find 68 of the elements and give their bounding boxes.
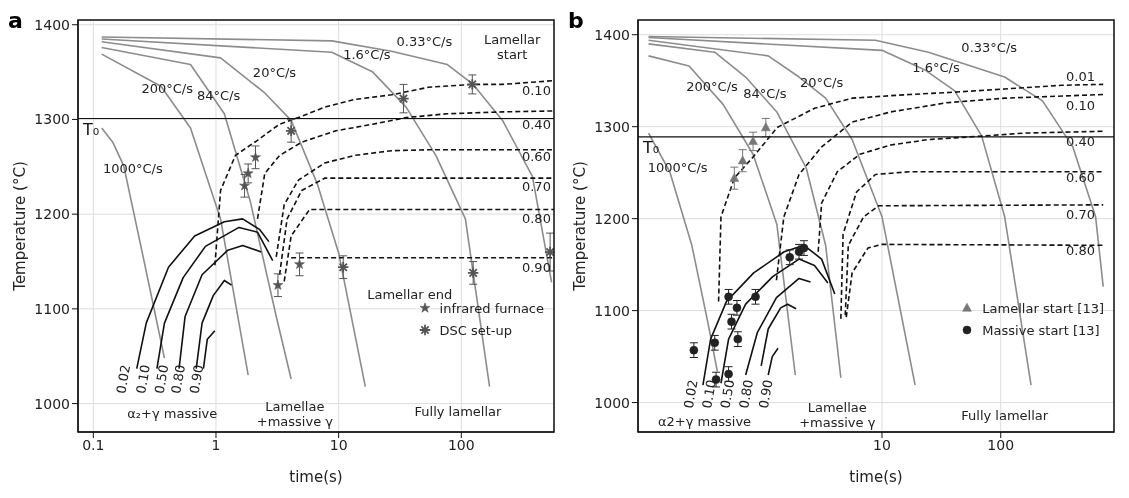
annotation: 1000°C/s [102,161,163,177]
annotation: 0.60 [521,149,551,165]
x-tick-label: 100 [987,436,1015,453]
annotation: Lamellar start [483,31,542,62]
y-axis-title: Temperature (°C) [571,161,590,292]
y-tick-label: 1400 [34,16,70,33]
annotation: 0.02 [113,363,134,395]
annotation: Lamellae +massive γ [799,399,876,430]
y-tick-label: 1100 [34,300,70,317]
annotation: 0.10 [1066,98,1095,114]
annotation: 200°C/s [141,80,194,96]
x-tick-label: 0.1 [82,436,105,453]
annotation: 0.01 [1066,68,1095,84]
annotation: 0.70 [521,179,551,195]
annotation: 0.02 [680,378,701,410]
ref-line-label: T₀ [642,138,660,158]
y-tick-label: 1400 [594,26,630,43]
annotation: 0.90 [755,378,776,410]
y-tick-label: 1000 [594,394,630,411]
annotation: 0.80 [736,378,757,410]
annotation: 0.10 [521,82,551,98]
annotation: 0.50 [717,378,738,410]
annotation: α2+γ massive [658,414,752,430]
annotation: 1.6°C/s [912,59,960,75]
annotation: 84°C/s [743,86,787,102]
annotation: 1000°C/s [647,159,708,175]
annotation: α₂+γ massive [127,405,218,421]
ref-line-label: T₀ [82,119,100,139]
x-tick-label: 1 [211,436,221,453]
y-tick-label: 1200 [594,210,630,227]
legend-label: DSC set-up [439,322,513,338]
annotation: 0.70 [1066,206,1095,222]
annotation: 0.90 [521,259,551,275]
y-tick-label: 1300 [594,118,630,135]
y-tick-label: 1100 [594,302,630,319]
annotation: 0.10 [699,378,720,410]
y-tick-label: 1200 [34,206,70,223]
x-tick-label: 10 [873,436,891,453]
annotation: 20°C/s [252,64,297,80]
annotation: Fully lamellar [414,403,503,419]
annotation: Lamellae +massive γ [256,399,334,430]
x-tick-label: 100 [447,436,475,453]
annotation: 0.40 [521,116,551,132]
y-tick-label: 1000 [34,395,70,412]
x-tick-label: 10 [329,436,348,453]
annotation: 0.90 [186,363,207,395]
annotation: 0.33°C/s [961,40,1018,56]
chart-title: b [568,8,584,33]
y-tick-label: 1300 [34,111,70,128]
annotation: 0.10 [133,363,153,395]
annotation: Lamellar end [367,287,453,303]
annotation: 1.6°C/s [343,46,391,62]
legend-label: infrared furnace [439,300,544,316]
annotation: 0.33°C/s [396,33,453,49]
annotation: 0.80 [521,210,551,226]
annotation: 20°C/s [799,75,844,91]
annotation: 0.60 [1066,169,1095,185]
annotation: 200°C/s [686,78,739,94]
chart-title: a [8,8,23,33]
annotation: 0.80 [1066,243,1095,259]
annotation: 84°C/s [196,87,241,103]
annotation: Fully lamellar [961,408,1049,424]
annotation: 0.40 [1066,133,1095,149]
y-axis-title: Temperature (°C) [11,161,30,292]
x-axis-title: time(s) [289,468,343,486]
legend-label: Lamellar start [13] [982,300,1104,316]
legend-label: Massive start [13] [982,322,1100,338]
x-axis-title: time(s) [849,468,903,486]
